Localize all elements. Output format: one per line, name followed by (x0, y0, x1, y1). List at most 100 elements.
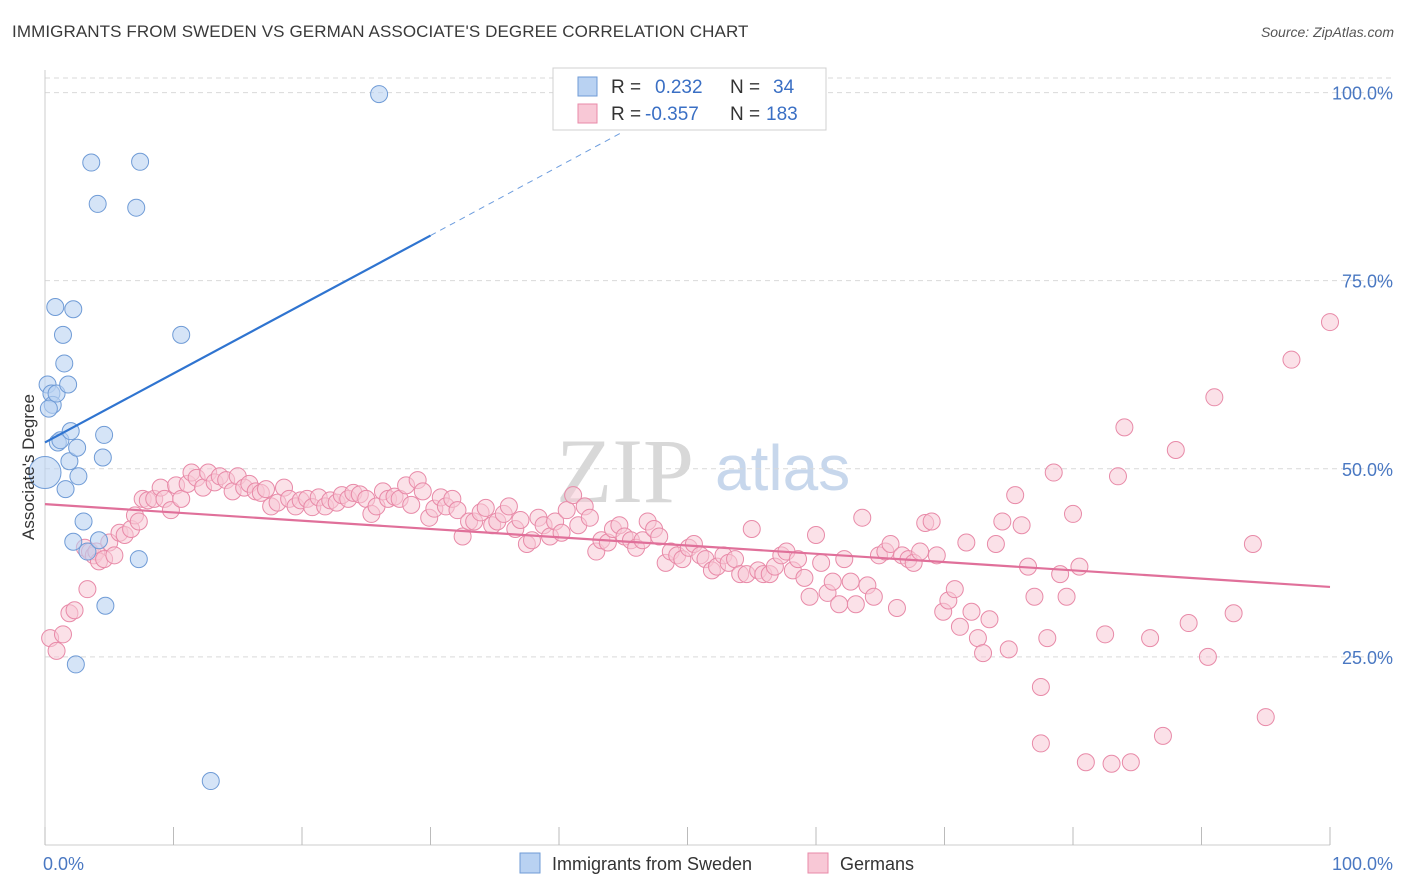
germans-point (962, 602, 981, 621)
sweden-point (64, 532, 83, 551)
sweden-point (129, 550, 148, 569)
x-tick-label: 0.0% (43, 854, 84, 874)
sweden-point (74, 512, 93, 531)
germans-point (633, 531, 652, 550)
germans-point (841, 572, 860, 591)
sweden-point (60, 452, 79, 471)
germans-point (1025, 587, 1044, 606)
x-tick-label: 100.0% (1332, 854, 1393, 874)
sweden-point (28, 456, 62, 490)
germans-point (726, 550, 745, 569)
germans-point (980, 610, 999, 629)
legend-n-label-sweden: N = (730, 77, 760, 98)
germans-point (65, 601, 84, 620)
germans-point (1070, 557, 1089, 576)
y-axis-title: Associate's Degree (19, 394, 38, 540)
sweden-point (96, 596, 115, 615)
germans-point (800, 587, 819, 606)
sweden-point (66, 655, 85, 674)
germans-point (1031, 734, 1050, 753)
germans-point (1057, 587, 1076, 606)
legend-r-label-sweden: R = (611, 77, 641, 98)
tick-labels: 25.0% 50.0% 75.0% 100.0% 0.0% 100.0% (43, 84, 1393, 874)
germans-point (499, 497, 518, 516)
bottom-legend-label-germans: Germans (840, 854, 914, 874)
germans-point (172, 489, 191, 508)
sweden-point (172, 325, 191, 344)
sweden-point (127, 198, 146, 217)
germans-point (1205, 388, 1224, 407)
germans-point (129, 512, 148, 531)
germans-point (1153, 726, 1172, 745)
source-label: Source: ZipAtlas.com (1260, 24, 1394, 40)
germans-point (476, 498, 495, 517)
germans-point (511, 510, 530, 529)
germans-point (53, 625, 72, 644)
legend-n-label-germans: N = (730, 104, 760, 125)
germans-point (823, 572, 842, 591)
germans-point (807, 526, 825, 544)
germans-point (1006, 486, 1025, 505)
germans-point (1012, 516, 1031, 535)
germans-point (853, 508, 872, 527)
germans-point (957, 533, 976, 552)
sweden-point (95, 425, 114, 444)
germans-point (1141, 629, 1160, 648)
germans-point (105, 546, 124, 565)
germans-point (999, 640, 1018, 659)
germans-point (993, 512, 1012, 531)
legend-r-value-germans: -0.357 (645, 104, 699, 125)
legend-n-value-germans: 183 (766, 104, 798, 125)
germans-point (1108, 467, 1127, 486)
germans-point (47, 641, 66, 660)
germans-point (1321, 313, 1339, 332)
germans-point (1031, 677, 1050, 696)
germans-point (1096, 625, 1115, 644)
germans-point (974, 644, 993, 663)
legend-swatch-germans (577, 103, 598, 124)
legend-n-value-sweden: 34 (773, 77, 795, 98)
germans-point (1198, 647, 1217, 666)
sweden-point (93, 448, 112, 467)
germans-point (922, 512, 941, 531)
sweden-trend-extension (430, 131, 624, 236)
germans-point (564, 486, 583, 505)
germans-point (1044, 463, 1063, 482)
sweden-points (28, 85, 389, 791)
germans-point (927, 546, 946, 565)
sweden-point (46, 298, 65, 317)
sweden-point (55, 354, 74, 373)
germans-point (742, 519, 761, 538)
germans-point (1102, 754, 1121, 773)
germans-point (78, 580, 97, 599)
sweden-point (370, 85, 389, 104)
bottom-legend-label-sweden: Immigrants from Sweden (552, 854, 752, 874)
germans-point (1282, 350, 1301, 369)
germans-point (448, 501, 467, 520)
germans-point (1121, 753, 1140, 772)
bottom-legend-swatch-germans (807, 852, 829, 874)
germans-point (830, 595, 849, 614)
germans-point (911, 542, 930, 561)
chart-title: IMMIGRANTS FROM SWEDEN VS GERMAN ASSOCIA… (12, 22, 749, 41)
y-tick-label: 50.0% (1342, 460, 1393, 480)
germans-point (413, 482, 432, 501)
sweden-point (68, 438, 87, 457)
bottom-legend-swatch-sweden (519, 852, 541, 874)
sweden-point (78, 542, 97, 561)
germans-point (1224, 604, 1243, 623)
sweden-point (201, 772, 220, 791)
sweden-point (69, 467, 88, 486)
germans-point (968, 629, 987, 648)
germans-point (402, 495, 421, 514)
germans-point (650, 527, 669, 546)
y-tick-label: 100.0% (1332, 84, 1393, 104)
germans-point (257, 480, 276, 499)
sweden-point (131, 152, 150, 171)
trend-lines (44, 131, 1331, 589)
legend-r-value-sweden: 0.232 (655, 77, 703, 98)
legend-r-label-germans: R = (611, 104, 641, 125)
germans-point (887, 598, 906, 617)
correlation-legend: R = 0.232 N = 34 R = -0.357 N = 183 (552, 67, 827, 131)
